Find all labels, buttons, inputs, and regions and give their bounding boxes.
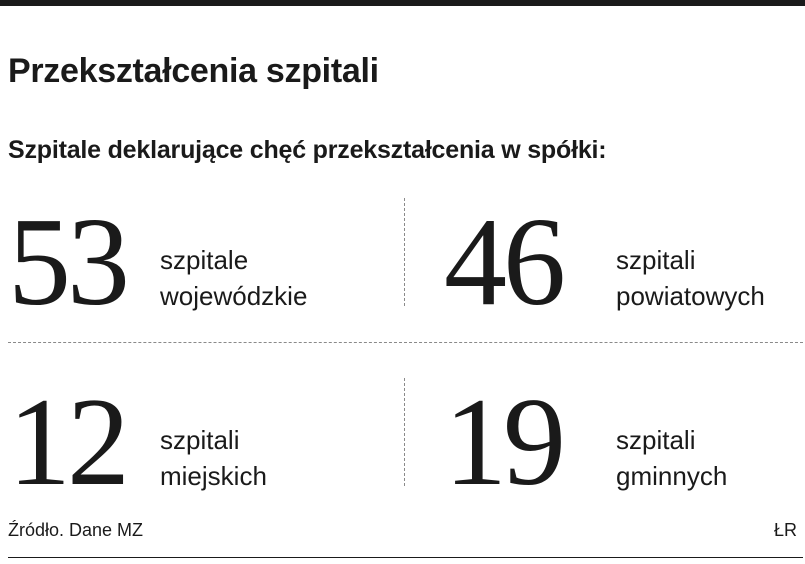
stat-label: szpitali miejskich <box>160 422 267 494</box>
stat-value: 19 <box>444 373 566 512</box>
stat-label-line1: szpitali <box>160 425 240 455</box>
vertical-divider-top <box>404 198 405 306</box>
stat-label: szpitali gminnych <box>616 422 727 494</box>
author-credit: ŁR <box>773 520 797 540</box>
stat-label-line2: powiatowych <box>616 281 765 311</box>
stat-value: 53 <box>8 193 130 332</box>
stat-city: 12 szpitali miejskich <box>8 380 398 510</box>
horizontal-divider <box>8 342 803 343</box>
stat-commune: 19 szpitali gminnych <box>444 380 804 510</box>
top-rule <box>0 0 805 6</box>
source-note: Źródło. Dane MZ <box>8 520 144 540</box>
stat-label-line1: szpitale <box>160 245 249 275</box>
stat-label-line2: miejskich <box>160 461 267 491</box>
stat-county: 46 szpitali powiatowych <box>444 200 804 330</box>
stat-label: szpitale wojewódzkie <box>160 242 307 314</box>
infographic-subtitle: Szpitale deklarujące chęć przekształceni… <box>8 136 607 164</box>
stat-label-line1: szpitali <box>616 425 696 455</box>
stat-value: 12 <box>8 373 130 512</box>
stat-label: szpitali powiatowych <box>616 242 765 314</box>
infographic-title: Przekształcenia szpitali <box>8 52 379 90</box>
vertical-divider-bottom <box>404 378 405 486</box>
stat-label-line2: gminnych <box>616 461 728 491</box>
stat-label-line1: szpitali <box>616 245 696 275</box>
bottom-rule <box>8 557 803 558</box>
stat-label-line2: wojewódzkie <box>160 281 308 311</box>
stat-value: 46 <box>444 193 566 332</box>
stat-voivodeship: 53 szpitale wojewódzkie <box>8 200 398 330</box>
